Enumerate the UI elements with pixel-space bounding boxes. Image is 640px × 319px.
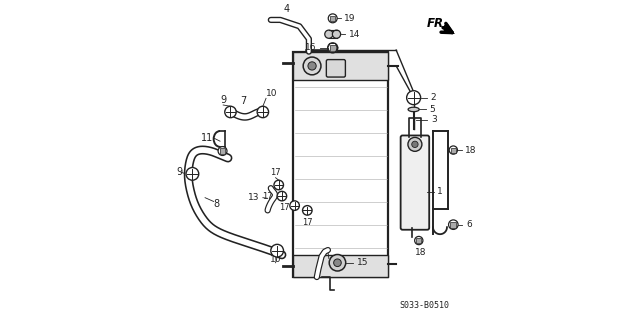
Text: 18: 18 <box>415 249 426 257</box>
FancyBboxPatch shape <box>293 52 388 277</box>
Bar <box>293 52 388 80</box>
Circle shape <box>303 57 321 75</box>
Circle shape <box>218 146 227 155</box>
Circle shape <box>333 259 341 267</box>
Circle shape <box>303 206 312 215</box>
Circle shape <box>412 141 418 147</box>
Bar <box>451 222 456 227</box>
Text: FR.: FR. <box>426 17 448 30</box>
Circle shape <box>408 137 422 151</box>
Circle shape <box>415 236 423 245</box>
Text: 18: 18 <box>465 145 477 155</box>
Circle shape <box>277 191 287 201</box>
Circle shape <box>449 220 458 229</box>
Text: 12: 12 <box>330 255 341 264</box>
Text: 17: 17 <box>262 192 273 201</box>
Text: 8: 8 <box>214 199 220 209</box>
Text: S033-B0510: S033-B0510 <box>400 301 450 310</box>
Text: 7: 7 <box>240 96 246 106</box>
Bar <box>416 238 421 243</box>
Circle shape <box>329 255 346 271</box>
Text: 13: 13 <box>248 193 260 202</box>
Bar <box>330 16 335 21</box>
Text: 9: 9 <box>220 95 227 105</box>
Circle shape <box>332 30 340 38</box>
Text: 4: 4 <box>284 4 290 14</box>
Circle shape <box>328 14 337 23</box>
Bar <box>220 148 225 154</box>
Text: 1: 1 <box>438 187 444 196</box>
FancyBboxPatch shape <box>326 60 346 77</box>
Text: 9: 9 <box>177 167 183 177</box>
Bar <box>330 45 336 51</box>
Circle shape <box>271 244 284 257</box>
Bar <box>293 255 388 277</box>
Circle shape <box>406 91 420 105</box>
Circle shape <box>225 106 236 118</box>
Circle shape <box>328 43 338 53</box>
Text: 17: 17 <box>270 168 281 177</box>
Text: 14: 14 <box>349 30 360 39</box>
Text: 15: 15 <box>356 258 368 267</box>
Circle shape <box>324 30 333 38</box>
Bar <box>451 148 456 152</box>
Text: 17: 17 <box>302 218 312 227</box>
Text: 2: 2 <box>431 93 436 102</box>
Circle shape <box>257 106 269 118</box>
Text: 16: 16 <box>305 43 316 52</box>
Circle shape <box>308 62 316 70</box>
Circle shape <box>274 180 284 190</box>
FancyBboxPatch shape <box>401 136 429 230</box>
Text: 17: 17 <box>279 203 290 212</box>
Text: 10: 10 <box>266 89 278 98</box>
Text: 6: 6 <box>466 220 472 229</box>
Circle shape <box>186 167 199 180</box>
Text: 5: 5 <box>429 105 435 114</box>
Text: 11: 11 <box>200 133 212 143</box>
Text: 10: 10 <box>270 255 282 264</box>
Circle shape <box>290 201 300 210</box>
Circle shape <box>449 146 458 154</box>
Ellipse shape <box>408 107 419 112</box>
Text: 3: 3 <box>431 115 436 124</box>
Text: 19: 19 <box>344 14 356 23</box>
